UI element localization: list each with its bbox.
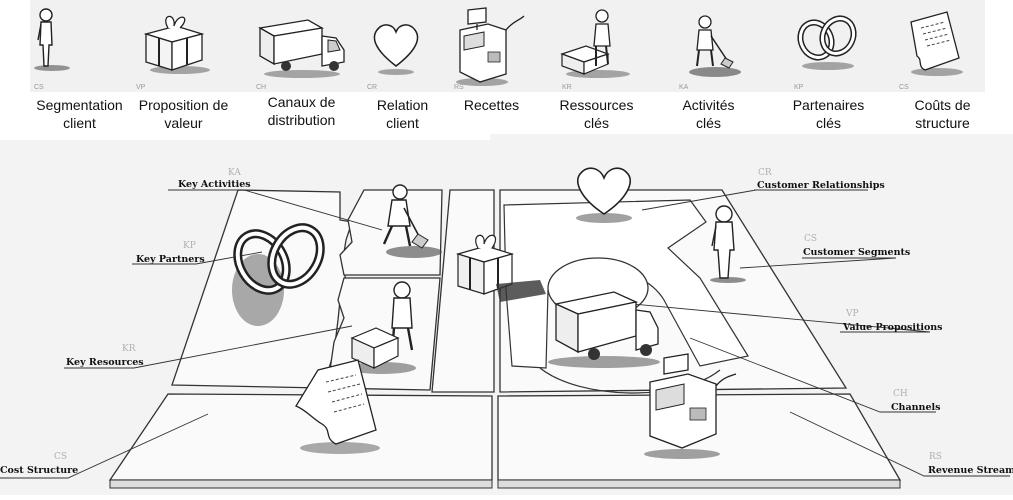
abbr-customer-segments: CS [804,234,818,244]
cash-register-illustration [644,353,737,459]
abbr-channels: CH [893,389,908,399]
icon-strip: CS VP CH CR [30,0,985,92]
document-icon [910,11,963,76]
digging-person-illustration [382,184,442,258]
label-ressources-cles: Ressources clés [559,97,634,131]
standing-person-illustration [710,205,746,283]
value-proposition-tile: VP [132,0,232,92]
tile-abbr: KP [794,84,804,91]
label-segmentation-client: Segmentation client [36,97,123,131]
leader-customer-relationships [641,189,868,211]
cost-structure-tile: CS [895,0,995,92]
leader-channels [689,337,936,413]
label-key-partners: Key Partners [136,254,205,265]
gift-box-icon [143,15,210,74]
leader-value-propositions [611,301,931,333]
revenue-tile: RS [450,0,550,92]
label-activites-cles: Activités clés [682,97,735,131]
abbr-customer-relationships: CR [758,168,772,178]
abbr-cost-structure: CS [54,452,68,462]
tile-abbr: KA [679,84,689,91]
key-resources-tile: KR [558,0,658,92]
person-with-crate-icon [560,9,630,78]
label-key-activities: Key Activities [178,179,251,190]
label-couts-de-structure: Coûts de structure [914,97,971,131]
customer-relationship-tile: CR [363,0,463,92]
abbr-value-propositions: VP [846,309,859,319]
label-proposition-de-valeur: Proposition de valeur [138,97,229,131]
label-partenaires-cles: Partenaires clés [792,97,865,131]
leader-customer-segments [739,257,897,269]
rings-illustration [232,223,325,326]
tile-abbr: RS [454,84,464,91]
tile-abbr: CR [367,84,378,91]
interlocked-rings-icon [797,15,857,70]
customer-segment-tile: CS [30,0,130,92]
label-canaux-de-distribution: Canaux de distribution [267,94,336,128]
label-relation-client: Relation client [376,97,429,131]
truck-illustration [548,291,660,368]
person-with-crate-illustration [348,281,416,374]
label-value-propositions: Value Propositions [843,322,943,333]
label-customer-relationships: Customer Relationships [757,180,885,191]
heart-illustration [576,167,632,223]
abbr-key-partners: KP [183,241,196,251]
canvas-illustration [0,130,1013,495]
tile-abbr: CH [256,84,267,91]
label-recettes: Recettes [463,97,520,113]
label-channels: Channels [891,402,941,413]
document-illustration [295,359,380,454]
tile-abbr: CS [899,84,909,91]
heart-icon [373,24,419,75]
key-partners-tile: KP [790,0,890,92]
leader-key-activities [168,189,383,231]
cash-register-icon [456,7,525,86]
tile-abbr: KR [562,84,572,91]
person-digging-icon [689,15,741,77]
leader-cost-structure [0,413,209,479]
tile-abbr: CS [34,84,44,91]
label-cost-structure: Cost Structure [0,465,79,476]
leader-key-resources [64,325,353,369]
truck-icon [258,19,345,78]
abbr-key-resources: KR [122,344,136,354]
abbr-key-activities: KA [228,168,241,178]
label-customer-segments: Customer Segments [803,247,911,258]
tile-abbr: VP [136,84,146,91]
abbr-revenue-streams: RS [929,452,942,462]
label-key-resources: Key Resources [66,357,144,368]
gift-illustration [455,234,546,302]
label-revenue-streams: Revenue Streams [928,465,1013,476]
business-model-canvas: KA Key Activities KP Key Partners KR Key… [0,130,1013,495]
leader-revenue-streams [789,411,1010,477]
channels-tile: CH [252,0,352,92]
person-icon [34,8,70,71]
key-activities-tile: KA [675,0,775,92]
